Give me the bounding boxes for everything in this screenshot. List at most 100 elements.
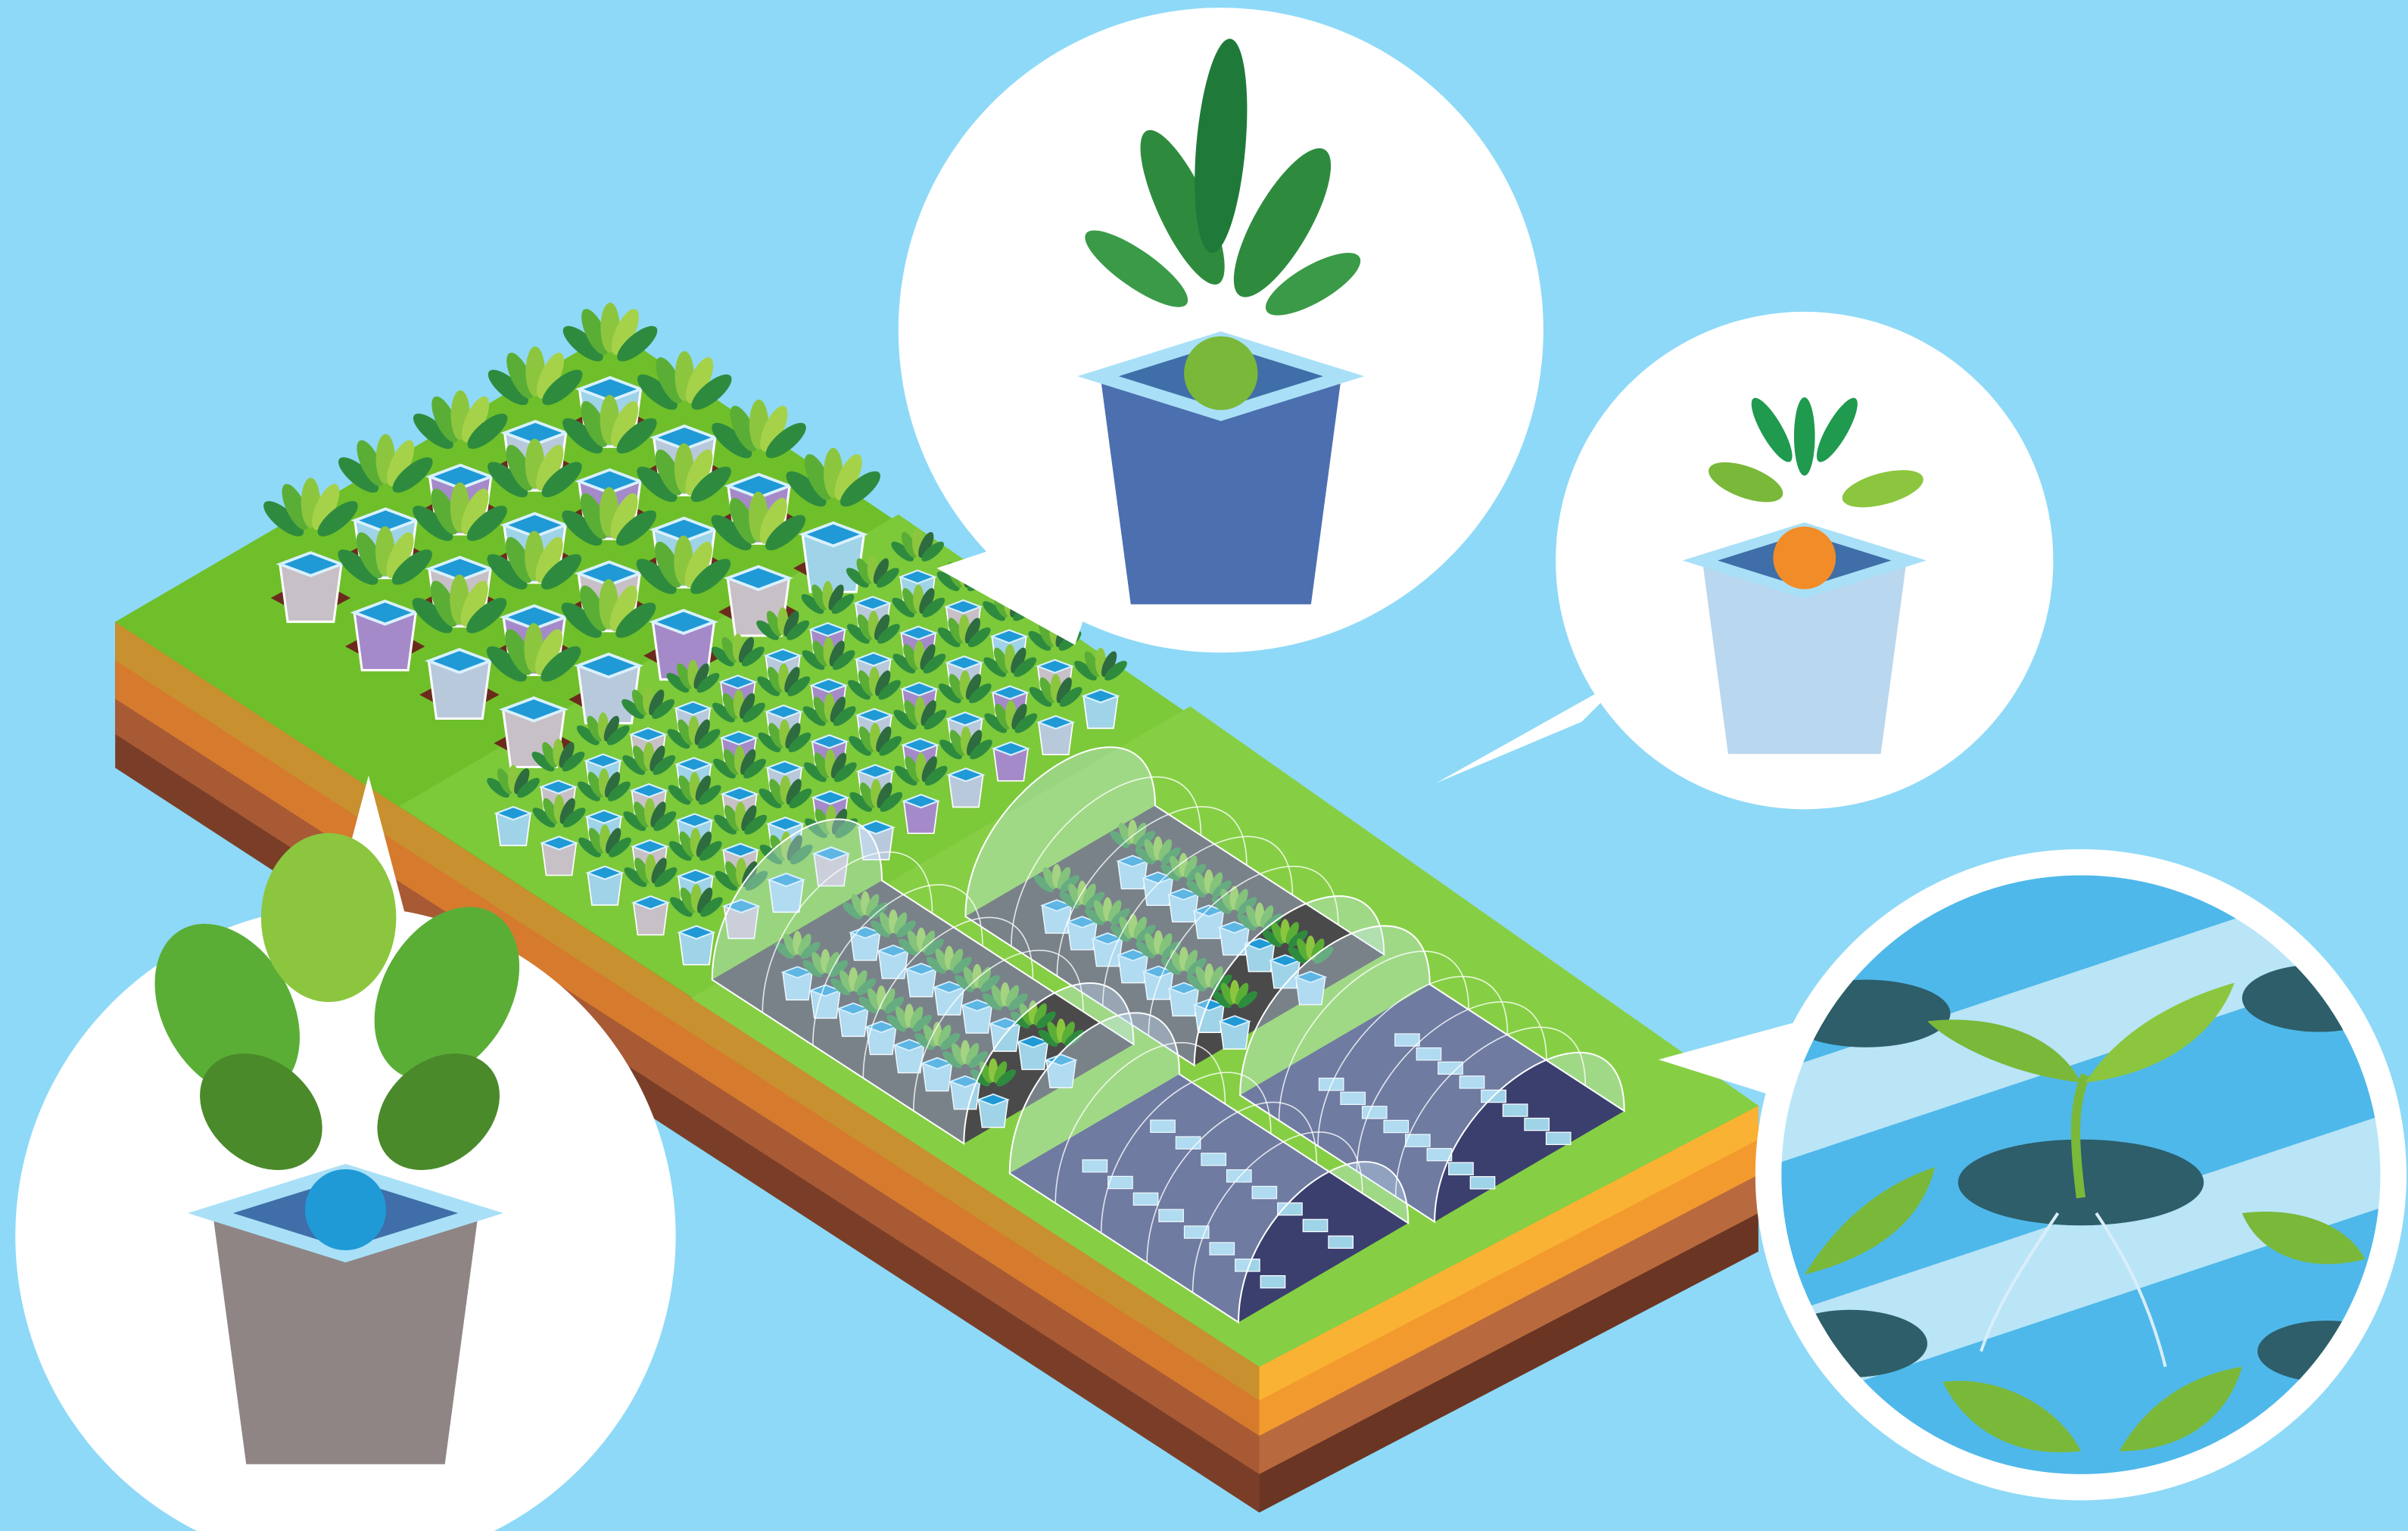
pot-part bbox=[609, 585, 637, 632]
pot-part bbox=[1161, 941, 1182, 959]
pot-part bbox=[541, 462, 582, 498]
pot-part bbox=[968, 683, 992, 704]
pot-part bbox=[739, 692, 755, 719]
pot-part bbox=[610, 493, 638, 540]
pot-part bbox=[431, 396, 459, 443]
pot-part bbox=[653, 811, 677, 832]
pot-part bbox=[700, 897, 723, 917]
pot-part bbox=[1019, 1003, 1033, 1025]
pot-part bbox=[940, 1033, 961, 1050]
pot-part bbox=[562, 325, 603, 362]
pot-part bbox=[684, 541, 712, 588]
pot-part bbox=[1011, 703, 1027, 730]
pot-part bbox=[1212, 880, 1232, 898]
pot-part bbox=[667, 729, 690, 749]
pot-part bbox=[387, 440, 415, 487]
pot bbox=[914, 1022, 961, 1092]
pot-part bbox=[965, 674, 982, 700]
pot-part bbox=[848, 680, 871, 700]
hydroponic-closeup-part bbox=[1780, 1105, 2382, 1413]
greenhouse-part bbox=[1226, 1169, 1252, 1183]
pot-part bbox=[831, 808, 848, 835]
pot-part bbox=[964, 618, 980, 644]
pot-part bbox=[1186, 974, 1207, 992]
pot-part bbox=[425, 463, 496, 490]
pot-part bbox=[392, 457, 433, 493]
greenhouse-part bbox=[1150, 1119, 1176, 1133]
pot-part bbox=[946, 767, 986, 783]
featured-pot-part bbox=[304, 1168, 387, 1251]
pot-part bbox=[924, 765, 948, 786]
pot-part bbox=[487, 777, 509, 798]
pot-part bbox=[868, 988, 881, 1011]
greenhouse-part bbox=[1056, 806, 1248, 976]
pot-part bbox=[968, 1051, 988, 1069]
greenhouse-part bbox=[913, 949, 1084, 1111]
pot-part bbox=[677, 663, 693, 689]
pot-part bbox=[350, 599, 420, 626]
pot-part bbox=[1245, 905, 1260, 928]
pot-part bbox=[282, 484, 310, 531]
pot-part bbox=[774, 941, 794, 960]
pot-part bbox=[895, 1007, 909, 1029]
pot-part bbox=[804, 454, 832, 500]
pot-part bbox=[894, 765, 917, 786]
pot-part bbox=[587, 715, 603, 742]
pot-part bbox=[834, 454, 862, 500]
pot-part bbox=[769, 779, 785, 805]
greenhouse-part bbox=[1100, 1072, 1272, 1234]
pot-part bbox=[949, 674, 964, 700]
pot-part bbox=[430, 580, 459, 627]
pot bbox=[532, 795, 586, 876]
pot-part bbox=[622, 755, 646, 776]
pot-part bbox=[847, 624, 870, 644]
pot-part bbox=[893, 709, 917, 730]
pot bbox=[1186, 869, 1232, 939]
pot-part bbox=[350, 507, 421, 534]
greenhouse-part bbox=[1101, 836, 1294, 1007]
pot-part bbox=[603, 715, 620, 742]
pot-part bbox=[840, 970, 853, 993]
pot-part bbox=[966, 730, 983, 756]
pot-part bbox=[677, 925, 716, 940]
greenhouse-part bbox=[1107, 1175, 1133, 1190]
greenhouse-part bbox=[1132, 1192, 1159, 1206]
pot-part bbox=[691, 374, 732, 410]
pot-part bbox=[980, 975, 1000, 992]
pot-part bbox=[873, 558, 889, 584]
pot-part bbox=[982, 993, 1002, 1010]
pot-part bbox=[1059, 892, 1079, 909]
pot-part bbox=[535, 537, 563, 583]
pot-part bbox=[500, 512, 570, 539]
pot-part bbox=[580, 493, 608, 540]
pot-part bbox=[910, 1007, 924, 1029]
pot-part bbox=[977, 966, 992, 989]
featured-pot-part bbox=[1233, 148, 1332, 297]
pot bbox=[1212, 979, 1257, 1050]
greenhouse-part bbox=[1082, 1159, 1108, 1173]
pot-part bbox=[559, 742, 575, 768]
pot-part bbox=[765, 760, 805, 776]
pot-part bbox=[561, 602, 602, 638]
pot-part bbox=[1220, 982, 1235, 1005]
greenhouse-part bbox=[1201, 1153, 1227, 1166]
pot bbox=[1110, 913, 1156, 984]
pot-part bbox=[670, 897, 693, 917]
pot-part bbox=[802, 960, 822, 978]
pot-part bbox=[904, 700, 920, 727]
pot-part bbox=[500, 419, 571, 447]
pot-part bbox=[922, 597, 945, 618]
pot-part bbox=[832, 650, 855, 671]
pot-part bbox=[697, 729, 721, 749]
pot bbox=[636, 535, 731, 681]
pot-part bbox=[650, 424, 720, 451]
pot-part bbox=[892, 653, 916, 674]
pot-part bbox=[1170, 950, 1184, 972]
pot-part bbox=[765, 422, 806, 459]
pot-part bbox=[783, 933, 797, 957]
pot-part bbox=[1271, 922, 1285, 944]
pot-part bbox=[651, 857, 667, 884]
featured-pot-part bbox=[374, 907, 520, 1081]
pot bbox=[830, 967, 877, 1038]
pot-part bbox=[656, 357, 684, 403]
